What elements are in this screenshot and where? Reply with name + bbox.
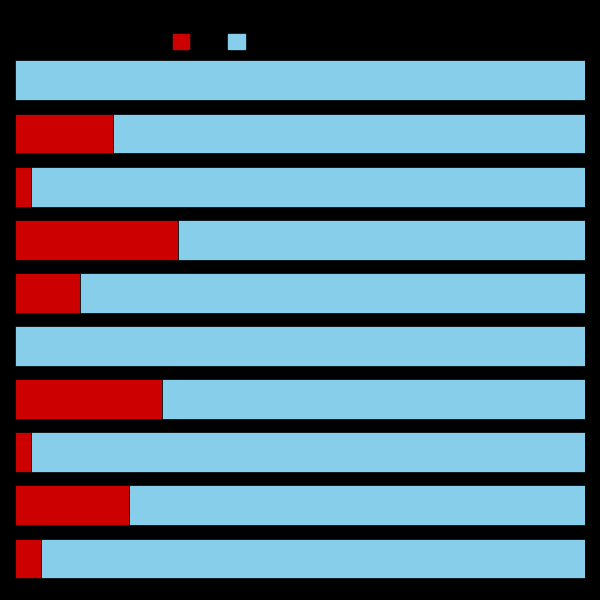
Bar [41, 539, 585, 578]
Bar [15, 273, 80, 313]
Bar [15, 113, 113, 154]
Bar [15, 379, 161, 419]
Bar [129, 485, 585, 525]
Legend: , : , [167, 29, 262, 55]
Bar [15, 326, 585, 366]
Bar [15, 167, 31, 206]
Bar [15, 539, 41, 578]
Bar [15, 485, 129, 525]
Bar [31, 167, 585, 206]
Bar [178, 220, 585, 260]
Bar [80, 273, 585, 313]
Bar [113, 113, 585, 154]
Bar [15, 61, 585, 100]
Bar [161, 379, 585, 419]
Bar [31, 432, 585, 472]
Bar [15, 220, 178, 260]
Bar [15, 432, 31, 472]
